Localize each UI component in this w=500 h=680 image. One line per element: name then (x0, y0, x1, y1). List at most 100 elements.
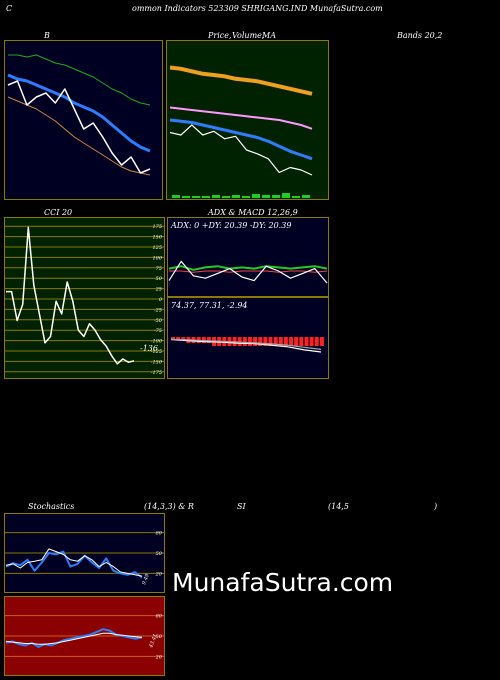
macd-histogram-bar (242, 337, 247, 346)
volume-bar (292, 196, 300, 198)
cci-tick-label: -100 (151, 339, 163, 345)
stochastics-d-line (5, 548, 143, 577)
price-ma-frame (166, 40, 329, 200)
macd-histogram-bar (294, 337, 299, 346)
macd-histogram-bar (289, 337, 294, 346)
adx-values-label: ADX: 0 +DY: 20.39 -DY: 20.39 (170, 221, 291, 230)
rsi-last-label: 43.41 (148, 633, 159, 649)
macd-values-label: 74.37, 77.31, -2.94 (171, 301, 248, 310)
adx-panel: ADX: 0 +DY: 20.39 -DY: 20.39 (167, 217, 329, 297)
volume-bar (202, 196, 210, 198)
bollinger-price-line (7, 80, 151, 174)
cci-last-label: -136 (140, 344, 158, 353)
bollinger-upper-line (8, 54, 151, 106)
price-ma-panel (166, 40, 329, 200)
macd-panel: 74.37, 77.31, -2.94 (167, 297, 329, 379)
price-ma-price-line (169, 124, 313, 176)
header-left: C (6, 4, 13, 13)
rsi-panel: 80 50 20 43.41 (4, 596, 165, 676)
bollinger-frame (4, 40, 163, 200)
rsi-tick-label: 20 (155, 654, 163, 660)
rsi-title: SI (237, 502, 246, 511)
macd-histogram-bar (273, 337, 278, 346)
cci-tick-label: 150 (152, 235, 162, 241)
stochastics-params: (14,3,3) & R (144, 502, 194, 511)
bands-title: Bands 20,2 (397, 31, 443, 40)
macd-histogram-bar (263, 337, 268, 346)
macd-histogram-bar (171, 337, 175, 340)
price-ma-ma-fast-line (169, 118, 313, 161)
cci-tick-label: 0 (159, 297, 163, 303)
stochastics-k-line (5, 550, 143, 579)
cci-tick-label: -125 (151, 349, 162, 355)
macd-histogram-bar (206, 337, 211, 343)
bollinger-title: B (44, 31, 50, 40)
macd-histogram-bar (258, 337, 263, 346)
header-title: ommon Indicators 523309 SHRIGANG.IND Mun… (132, 4, 383, 13)
volume-bar (252, 194, 260, 198)
macd-histogram-bar (268, 337, 273, 346)
bollinger-panel (4, 40, 163, 200)
macd-histogram-bar (181, 337, 186, 340)
cci-title: CCI 20 (44, 208, 73, 217)
cci-line (6, 226, 135, 365)
macd-histogram-bar (304, 337, 309, 346)
volume-bar (192, 196, 200, 198)
rsi-tick-label: 50 (156, 634, 163, 640)
stochastics-tick-label: 20 (155, 571, 163, 577)
rsi-params: (14,5 (328, 502, 349, 511)
macd-histogram-bar (309, 337, 314, 346)
cci-tick-label: 25 (155, 287, 162, 293)
cci-frame (4, 217, 165, 379)
volume-bar (172, 195, 180, 198)
macd-histogram-bar (253, 337, 258, 346)
adx-minus-line (169, 270, 328, 273)
adx-plus-line (168, 265, 328, 271)
macd-histogram-bar (237, 337, 242, 346)
macd-histogram-bar (299, 337, 304, 346)
cci-tick-label: -175 (151, 370, 162, 376)
volume-bar (272, 195, 280, 198)
bollinger-middle-line (7, 73, 151, 153)
cci-panel: 175 150 125 100 75 50 25 0 -25 -50 -75 -100 -125 -150… (4, 217, 165, 379)
watermark: MunafaSutra.com (172, 568, 394, 597)
volume-bar (242, 196, 250, 198)
macd-histogram-bar (319, 337, 324, 346)
stochastics-title: Stochastics (28, 502, 75, 511)
cci-tick-label: 125 (152, 245, 162, 251)
cci-tick-label: -25 (154, 307, 162, 313)
cci-tick-label: 100 (152, 255, 162, 261)
cci-tick-label: -50 (154, 318, 163, 324)
volume-bar (302, 195, 310, 198)
adx-macd-title: ADX & MACD 12,26,9 (208, 208, 298, 217)
volume-bar (212, 195, 220, 198)
stochastics-panel: 80 50 20 9.49 (4, 513, 165, 593)
price-title: Price, (208, 31, 232, 40)
cci-tick-label: 50 (156, 276, 163, 282)
rsi-params-close: ) (434, 502, 438, 511)
volume-bar (222, 196, 230, 198)
stochastics-last-label: 9.49 (141, 572, 151, 585)
volume-bar (232, 195, 240, 198)
macd-macd-line (170, 338, 322, 353)
cci-tick-label: 75 (156, 266, 162, 272)
cci-tick-label: -75 (154, 328, 162, 334)
volume-bar (282, 193, 290, 198)
cci-tick-label: 175 (152, 224, 162, 230)
cci-tick-label: -150 (151, 359, 163, 365)
rsi-tick-label: 80 (156, 614, 163, 620)
stochastics-tick-label: 50 (156, 551, 163, 557)
macd-histogram-bar (176, 337, 181, 340)
price-ma-ma-long-line (169, 65, 313, 96)
macd-signal-line (170, 338, 322, 350)
volume-bar (262, 195, 270, 198)
price-ma-ma-mid-line (169, 106, 313, 130)
stochastics-tick-label: 80 (156, 531, 163, 537)
rsi-rsi-avg-line (5, 632, 143, 645)
volume-title: Volume, (232, 31, 265, 40)
macd-histogram-bar (278, 337, 283, 346)
macd-histogram-bar (314, 337, 319, 346)
ma-title: MA (262, 31, 276, 40)
macd-histogram-bar (283, 337, 288, 346)
bollinger-lower-line (7, 96, 151, 176)
